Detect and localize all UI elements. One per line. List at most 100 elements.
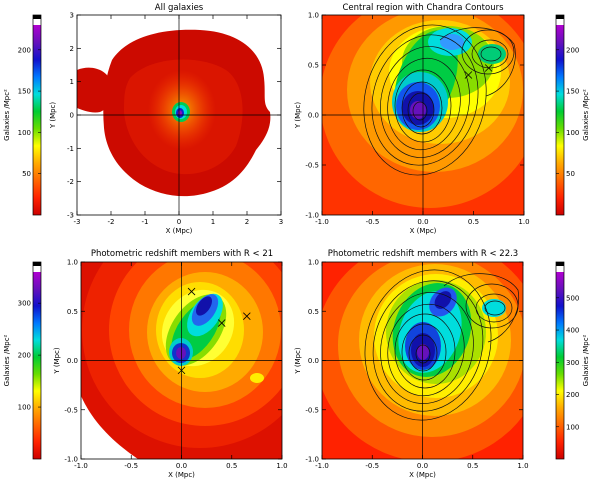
p3-peak-ne-inner xyxy=(196,296,212,316)
p2-chandra-contours xyxy=(363,24,516,176)
colorbar-4: 100 200 300 400 500 Galaxies /Mpc² xyxy=(555,261,590,460)
x-tick-label: 0.0 xyxy=(176,462,187,470)
x-tick-label: -0.5 xyxy=(124,462,138,470)
y-tick-label: -0.5 xyxy=(64,406,78,414)
cross-marker xyxy=(464,71,473,79)
p2-core-purple xyxy=(410,101,426,119)
y-tick-label: -3 xyxy=(67,212,74,220)
colorbar-cap-white xyxy=(33,266,41,272)
x-tick-label: 0.5 xyxy=(468,218,479,226)
y-tick-label: -0.5 xyxy=(305,406,319,414)
colorbar-tick-label: 50 xyxy=(566,170,575,178)
y-tick-label: -1.0 xyxy=(64,456,78,464)
x-tick-label: -0.5 xyxy=(365,462,379,470)
y-tick-label: 1.0 xyxy=(308,12,319,20)
colorbar-frame xyxy=(555,261,565,460)
panel-central-region: Central region with Chandra Contours xyxy=(294,3,530,235)
y-tick-label: 1.0 xyxy=(308,259,319,267)
x-axis-label: X (Mpc) xyxy=(410,227,437,235)
y-tick-label: 0.5 xyxy=(67,308,78,316)
colorbar-frame xyxy=(32,261,42,460)
x-tick-label: -2 xyxy=(108,218,115,226)
x-tick-label: 3 xyxy=(279,218,283,226)
y-tick-label: 1.0 xyxy=(67,259,78,267)
colorbar-label: Galaxies /Mpc² xyxy=(582,334,590,386)
colorbar-tick-label: 200 xyxy=(18,46,31,54)
colorbar-tick-label: 150 xyxy=(566,88,579,96)
colorbar-label: Galaxies /Mpc² xyxy=(3,89,11,141)
colorbar-3: 100 200 300 Galaxies /Mpc² xyxy=(3,261,42,460)
p4-chandra-contours xyxy=(364,269,520,421)
colorbar-2: 50 100 150 200 Galaxies /Mpc² xyxy=(555,14,590,216)
x-tick-label: 0 xyxy=(177,218,181,226)
colorbar-frame xyxy=(555,14,565,216)
colorbar-frame xyxy=(32,14,42,216)
y-tick-label: 0.0 xyxy=(308,112,319,120)
colorbar-cap-black xyxy=(33,15,41,19)
x-tick-label: 0.5 xyxy=(467,462,478,470)
cross-marker xyxy=(187,287,196,296)
y-axis-label: Y (Mpc) xyxy=(53,347,61,375)
x-axis-label: X (Mpc) xyxy=(409,471,436,479)
colorbar-tick-label: 200 xyxy=(566,391,579,399)
panel-4-title: Photometric redshift members with R < 22… xyxy=(328,249,518,259)
p2-peak-ne-inner xyxy=(440,34,464,50)
y-tick-label: 0.5 xyxy=(308,308,319,316)
panel-3-title: Photometric redshift members with R < 21 xyxy=(91,249,273,259)
x-axis-label: X (Mpc) xyxy=(168,471,195,479)
p4-peak-e xyxy=(482,299,506,317)
colorbar-tick-label: 300 xyxy=(18,300,31,308)
x-tick-label: 1.0 xyxy=(276,462,287,470)
x-tick-label: -1.0 xyxy=(315,218,329,226)
colorbar-gradient xyxy=(33,272,41,459)
p3-peak-se xyxy=(250,373,264,383)
colorbar-tick-label: 100 xyxy=(18,129,31,137)
y-tick-label: 0.0 xyxy=(308,357,319,365)
y-tick-label: -0.5 xyxy=(305,162,319,170)
colorbar-gradient xyxy=(556,25,564,215)
y-tick-label: 3 xyxy=(70,12,74,20)
panel-r22-members: Photometric redshift members with R < 22… xyxy=(294,249,529,479)
colorbar-gradient xyxy=(556,272,564,459)
colorbar-cap-white xyxy=(556,19,564,25)
y-tick-label: -1.0 xyxy=(305,456,319,464)
y-tick-label: 0.0 xyxy=(67,357,78,365)
y-axis-label: Y (Mpc) xyxy=(49,102,57,130)
cross-marker xyxy=(484,64,493,72)
y-tick-label: 2 xyxy=(70,45,74,53)
colorbar-gradient xyxy=(33,25,41,215)
x-tick-label: 2 xyxy=(245,218,249,226)
y-tick-label: 0 xyxy=(70,112,74,120)
panel-all-galaxies: All galaxies -3 -2 -1 0 1 2 3 -3 -2 -1 0 1 2 3 X (Mpc)… xyxy=(49,3,283,235)
x-tick-label: 1.0 xyxy=(517,462,528,470)
colorbar-tick-label: 50 xyxy=(22,170,31,178)
colorbar-cap-white xyxy=(556,266,564,272)
p3-peak-center-purple xyxy=(176,347,186,359)
colorbar-tick-label: 300 xyxy=(566,359,579,367)
x-tick-label: 0.0 xyxy=(417,218,428,226)
y-tick-label: -1 xyxy=(67,145,74,153)
cross-marker xyxy=(177,366,186,375)
left-group-blob xyxy=(77,67,113,113)
colorbar-tick-label: 100 xyxy=(566,129,579,137)
y-axis-label: Y (Mpc) xyxy=(294,102,302,130)
panel-2-heatmap xyxy=(322,15,524,215)
cross-marker xyxy=(243,312,251,320)
y-tick-label: 0.5 xyxy=(308,62,319,70)
y-tick-label: 1 xyxy=(70,78,74,86)
p2-peak-e xyxy=(478,44,506,64)
x-tick-label: -1.0 xyxy=(315,462,329,470)
colorbar-tick-label: 200 xyxy=(18,352,31,360)
colorbar-tick-label: 400 xyxy=(566,327,579,335)
colorbar-cap-black xyxy=(33,262,41,266)
colorbar-1: 50 100 150 200 Galaxies /Mpc² xyxy=(3,14,42,216)
colorbar-tick-label: 150 xyxy=(18,88,31,96)
panel-4-heatmap xyxy=(322,262,523,459)
colorbar-tick-label: 200 xyxy=(566,46,579,54)
y-tick-label: -2 xyxy=(67,178,74,186)
colorbar-cap-white xyxy=(33,19,41,25)
x-tick-label: -1.0 xyxy=(74,462,88,470)
cross-marker xyxy=(217,319,226,327)
x-tick-label: -0.5 xyxy=(366,218,380,226)
